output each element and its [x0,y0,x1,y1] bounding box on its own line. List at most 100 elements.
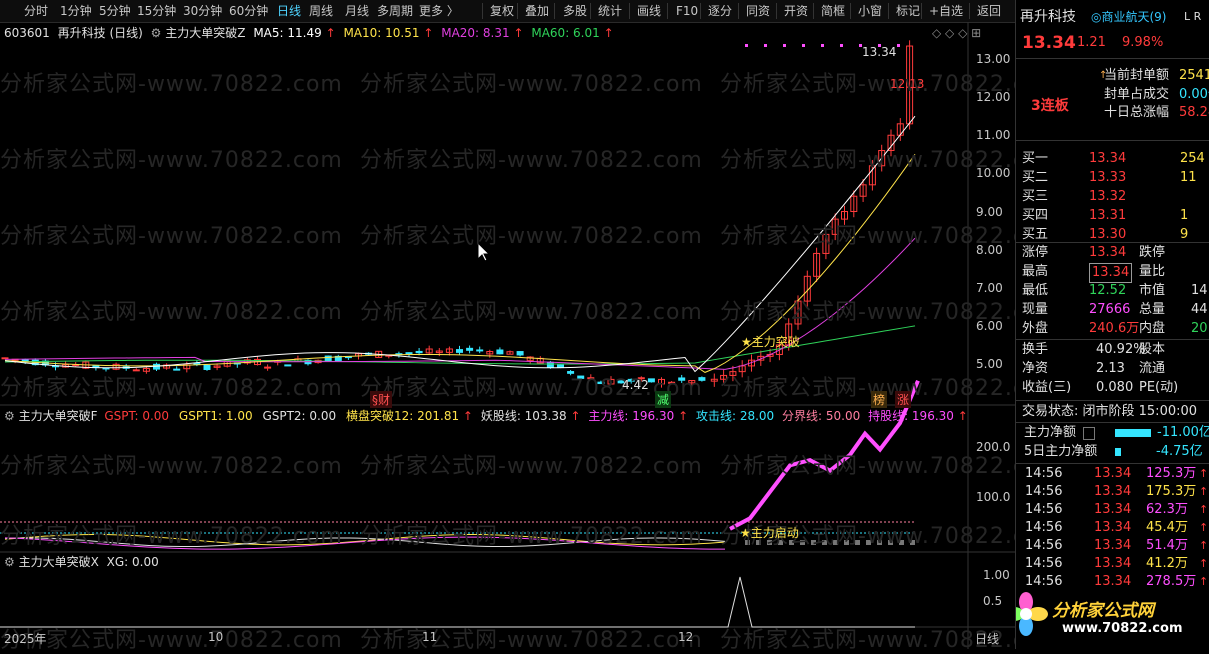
candle-body [112,363,120,370]
szf-label: 十日总涨幅 [1104,105,1170,120]
settings-icon[interactable]: ⚙ [150,26,162,40]
list-icon[interactable] [1083,427,1095,440]
fd-label: 当前封单额 [1104,68,1170,83]
tab-60min[interactable]: 60分钟 [229,4,269,18]
event-tag-reduce[interactable]: 减 [655,391,672,408]
tick-volume: 45.4万 [1146,520,1188,535]
candle-body [850,195,858,212]
tick-time: 14:56 [1025,556,1063,571]
stat-label: 市值 [1139,283,1166,298]
tab-more[interactable]: 更多 〉 [419,4,459,18]
fd-value: 2541万 [1179,68,1209,83]
event-tag-finance[interactable]: §财 [370,391,393,408]
tick-price: 13.34 [1094,502,1132,517]
sub1-indicator-name[interactable]: 主力大单突破F [18,409,98,423]
hpt-value: 横盘突破12: 201.81 [345,409,460,423]
bid-row[interactable]: 买五 13.30 9 [1016,226,1209,244]
tick-row: 14:56 13.34 175.3万 ↑ [1016,483,1209,501]
xg-value: XG: 0.00 [106,555,159,569]
bid-row[interactable]: 买三 13.32 [1016,188,1209,206]
btn-overlay[interactable]: 叠加 [525,4,550,18]
bid-row[interactable]: 买四 13.31 1 [1016,207,1209,225]
price-tick: 11.00 [976,128,1011,142]
btn-multi-stock[interactable]: 多股 [563,4,588,18]
settings-icon[interactable]: ⚙ [4,409,15,423]
candle-body [720,374,728,380]
event-tag-limit[interactable]: 涨 [895,391,912,408]
candle-body [324,355,332,362]
panel-concept[interactable]: ◎商业航天(9) [1091,10,1167,24]
btn-small-window[interactable]: 小窗 [858,4,883,18]
stat-label: 量比 [1139,264,1166,279]
bid-row[interactable]: 买二 13.33 11 [1016,169,1209,187]
stat-label: 总量 [1139,302,1166,317]
date-label: 2025年 [4,632,47,646]
tab-15min[interactable]: 15分钟 [137,4,177,18]
top-signal-dot [897,44,900,47]
sub1-signal-square [756,540,761,545]
chart-controls[interactable]: ◇ ◇ ◇ ⊞ [932,26,982,40]
panel-header: 再升科技 ◎商业航天(9) L R [1016,8,1209,28]
btn-draw[interactable]: 画线 [637,4,662,18]
btn-tongzi[interactable]: 同资 [746,4,771,18]
trade-status-row: 交易状态: 闭市阶段 15:00:00 [1016,403,1209,421]
candle-body [132,369,140,372]
btn-add-favorite[interactable]: +自选 [929,4,964,18]
panel-change: 1.21 [1077,35,1106,50]
tick-volume: 278.5万 [1146,574,1197,589]
tick-row: 14:56 13.34 41.2万 ↑ [1016,555,1209,573]
tab-daily[interactable]: 日线 [277,4,302,18]
event-tag-list[interactable]: 榜 [871,391,888,408]
btn-jiankuang[interactable]: 简框 [821,4,846,18]
stats2-row: 收益(三) 0.080 PE(动) [1016,379,1209,397]
candle-body [607,378,615,385]
chart-area[interactable]: 603601 再升科技 (日线) ⚙ 主力大单突破Z MA5: 11.49 ↑ … [0,22,1062,653]
tab-30min[interactable]: 30分钟 [183,4,223,18]
candle-body [405,352,413,355]
candle-body [1,357,9,360]
candle-body [627,378,635,382]
candle-body [425,348,433,354]
tick-price: 13.34 [1094,466,1132,481]
tab-5min[interactable]: 5分钟 [99,4,131,18]
zb-value: 0.00倍 [1179,87,1209,102]
up-arrow-icon: ↑ [325,26,336,40]
sub1-signal-square [899,540,904,545]
sub1-signal-square [910,540,915,545]
sub2-indicator-name[interactable]: 主力大单突破X [18,555,99,569]
bid-volume: 9 [1180,227,1189,242]
btn-back[interactable]: 返回 [977,4,1002,18]
tab-1min[interactable]: 1分钟 [60,4,92,18]
period-label[interactable]: 日线 [975,632,1000,646]
lianban-badge: 3连板 [1031,98,1069,114]
bid-row[interactable]: 买一 13.34 254 [1016,150,1209,168]
panel-stock-name: 再升科技 [1020,9,1076,25]
btn-f10[interactable]: F10 [676,4,699,18]
btn-kaizi[interactable]: 开资 [784,4,809,18]
tab-fenshi[interactable]: 分时 [24,4,49,18]
tab-multi-period[interactable]: 多周期 [377,4,414,18]
tab-monthly[interactable]: 月线 [345,4,370,18]
price-tick: 9.00 [976,205,1003,219]
kline-svg[interactable] [0,22,1015,649]
main-indicator-name[interactable]: 主力大单突破Z [165,26,246,40]
btn-zhufen[interactable]: 逐分 [708,4,733,18]
tab-weekly[interactable]: 周线 [309,4,334,18]
candle-body [710,378,718,382]
stats-row: 外盘 240.6万 内盘 20 [1016,320,1209,338]
stat-value: 20 [1191,321,1208,336]
btn-mark[interactable]: 标记 [896,4,921,18]
stat-value: 13.34 [1089,263,1133,283]
btn-stats[interactable]: 统计 [598,4,623,18]
buy-arrow-icon: ↑ [1199,557,1209,570]
panel-lr-icon[interactable]: L R [1184,10,1202,23]
stat-label: 净资 [1022,361,1049,376]
panel-price-row: 13.34 1.21 9.98% [1016,32,1209,54]
tick-time: 14:56 [1025,502,1063,517]
btn-fuquan[interactable]: 复权 [490,4,515,18]
zljr5-label: 5日主力净额 [1024,444,1098,459]
candle-body [841,211,848,220]
sub1-signal-square [888,540,893,545]
gj-value: 攻击线: 28.00 [695,409,775,423]
settings-icon[interactable]: ⚙ [4,555,15,569]
